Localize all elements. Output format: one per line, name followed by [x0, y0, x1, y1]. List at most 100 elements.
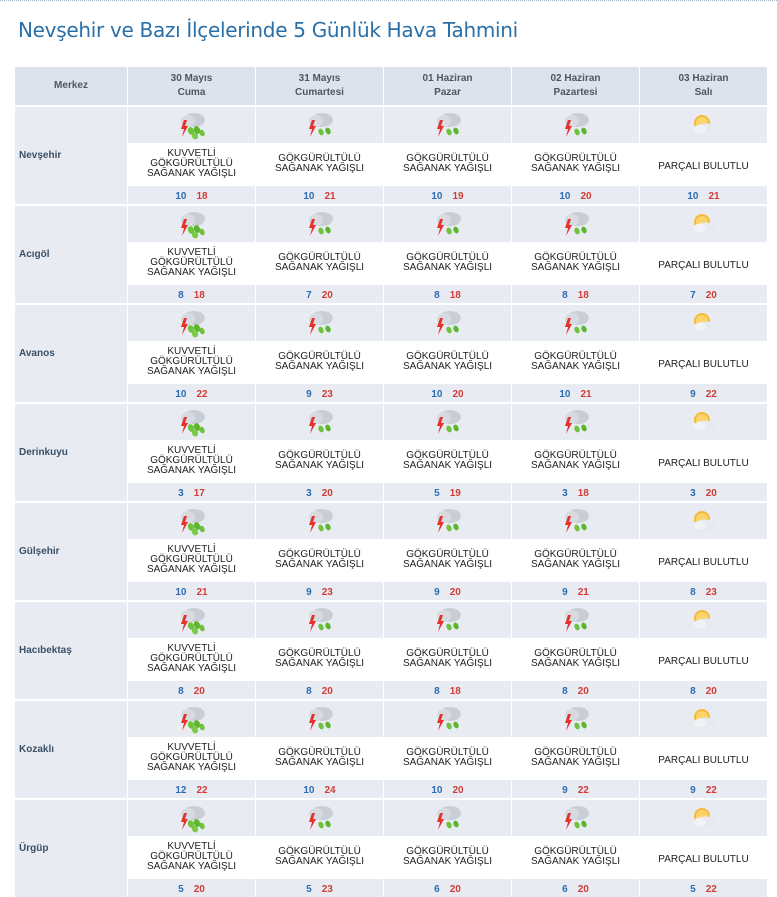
temp-min: 6	[434, 884, 440, 895]
forecast-description: GÖKGÜRÜLTÜLÜ SAĞANAK YAĞIŞLI	[274, 350, 365, 372]
forecast-desc-cell: GÖKGÜRÜLTÜLÜ SAĞANAK YAĞIŞLI	[511, 242, 640, 285]
temp-max: 18	[196, 191, 208, 202]
forecast-desc-cell: KUVVETLİ GÖKGÜRÜLTÜLÜ SAĞANAK YAĞIŞLI	[127, 836, 256, 879]
partly-cloudy-icon	[693, 115, 717, 135]
forecast-temp-cell: 8 20	[511, 681, 640, 700]
day-date: 02 Haziran	[550, 73, 601, 84]
forecast-description: KUVVETLİ GÖKGÜRÜLTÜLÜ SAĞANAK YAĞIŞLI	[146, 147, 237, 179]
temp-min: 12	[175, 785, 187, 796]
forecast-temp-cell: 3 18	[511, 483, 640, 502]
location-name[interactable]: Derinkuyu	[14, 402, 128, 502]
forecast-description: GÖKGÜRÜLTÜLÜ SAĞANAK YAĞIŞLI	[402, 647, 493, 669]
forecast-temp-cell: 8 20	[639, 681, 768, 700]
temp-max: 20	[452, 389, 464, 400]
forecast-icon-cell	[127, 699, 256, 737]
forecast-description: KUVVETLİ GÖKGÜRÜLTÜLÜ SAĞANAK YAĞIŞLI	[146, 741, 237, 773]
location-temp-row: 10 18 10 21 10 19 10 20 10 21	[15, 186, 768, 205]
forecast-desc-cell: GÖKGÜRÜLTÜLÜ SAĞANAK YAĞIŞLI	[511, 638, 640, 681]
forecast-icon-cell	[255, 303, 384, 341]
forecast-desc-cell: KUVVETLİ GÖKGÜRÜLTÜLÜ SAĞANAK YAĞIŞLI	[127, 539, 256, 582]
forecast-description: GÖKGÜRÜLTÜLÜ SAĞANAK YAĞIŞLI	[274, 548, 365, 570]
location-name[interactable]: Ürgüp	[14, 798, 128, 897]
forecast-icon-cell	[383, 798, 512, 836]
column-header-day: 30 Mayıs Cuma	[127, 66, 256, 107]
forecast-icon-cell	[255, 204, 384, 242]
forecast-desc-cell: GÖKGÜRÜLTÜLÜ SAĞANAK YAĞIŞLI	[511, 539, 640, 582]
location-desc-row: KUVVETLİ GÖKGÜRÜLTÜLÜ SAĞANAK YAĞIŞLI GÖK…	[15, 143, 768, 186]
temp-max: 20	[580, 191, 592, 202]
temp-min: 6	[562, 884, 568, 895]
forecast-temp-cell: 3 17	[127, 483, 256, 502]
forecast-description: KUVVETLİ GÖKGÜRÜLTÜLÜ SAĞANAK YAĞIŞLI	[146, 444, 237, 476]
thunderstorm-rain-icon	[436, 707, 461, 731]
forecast-description: GÖKGÜRÜLTÜLÜ SAĞANAK YAĞIŞLI	[274, 746, 365, 768]
temp-min: 5	[306, 884, 312, 895]
temp-min: 9	[690, 389, 696, 400]
temp-max: 20	[449, 587, 461, 598]
forecast-desc-cell: PARÇALI BULUTLU	[639, 638, 768, 681]
location-name[interactable]: Nevşehir	[14, 105, 128, 205]
forecast-temp-cell: 9 22	[639, 384, 768, 403]
forecast-temp-cell: 10 21	[511, 384, 640, 403]
location-name[interactable]: Hacıbektaş	[14, 600, 128, 700]
location-desc-row: KUVVETLİ GÖKGÜRÜLTÜLÜ SAĞANAK YAĞIŞLI GÖK…	[15, 539, 768, 582]
forecast-temp-cell: 6 20	[511, 879, 640, 897]
forecast-temp-cell: 8 18	[127, 285, 256, 304]
forecast-temp-cell: 6 20	[383, 879, 512, 897]
temp-min: 3	[562, 488, 568, 499]
forecast-body: Nevşehir KUVVETLİ GÖKGÜRÜLTÜLÜ SAĞAN	[14, 105, 768, 897]
day-weekday: Salı	[694, 87, 713, 98]
temp-min: 8	[690, 686, 696, 697]
location-icon-row: Nevşehir	[14, 105, 768, 205]
temp-min: 10	[687, 191, 699, 202]
forecast-icon-cell	[255, 402, 384, 440]
day-date: 03 Haziran	[678, 73, 729, 84]
partly-cloudy-icon	[693, 610, 717, 630]
temp-max: 24	[324, 785, 336, 796]
temp-min: 10	[559, 191, 571, 202]
thunderstorm-rain-icon	[436, 311, 461, 335]
forecast-description: GÖKGÜRÜLTÜLÜ SAĞANAK YAĞIŞLI	[274, 845, 365, 867]
forecast-description: PARÇALI BULUTLU	[658, 259, 749, 271]
thunderstorm-rain-icon	[436, 608, 461, 632]
temp-min: 10	[303, 785, 315, 796]
location-icon-row: Gülşehir	[14, 501, 768, 601]
forecast-temp-cell: 9 23	[255, 582, 384, 601]
column-header-day: 02 Haziran Pazartesi	[511, 66, 640, 107]
forecast-temp-cell: 8 20	[255, 681, 384, 700]
thunderstorm-rain-icon	[564, 806, 589, 830]
temp-min: 9	[306, 587, 312, 598]
forecast-temp-cell: 12 22	[127, 780, 256, 799]
forecast-icon-cell	[255, 105, 384, 143]
temp-min: 5	[178, 884, 184, 895]
forecast-icon-cell	[639, 798, 768, 836]
forecast-temp-cell: 8 18	[383, 681, 512, 700]
temp-max: 20	[452, 785, 464, 796]
location-icon-row: Hacıbektaş	[14, 600, 768, 700]
temp-min: 9	[690, 785, 696, 796]
location-temp-row: 8 20 8 20 8 18 8 20 8 20	[15, 681, 768, 700]
forecast-desc-cell: GÖKGÜRÜLTÜLÜ SAĞANAK YAĞIŞLI	[255, 440, 384, 483]
forecast-description: GÖKGÜRÜLTÜLÜ SAĞANAK YAĞIŞLI	[530, 845, 621, 867]
location-name[interactable]: Gülşehir	[14, 501, 128, 601]
forecast-desc-cell: PARÇALI BULUTLU	[639, 836, 768, 879]
forecast-temp-cell: 9 23	[255, 384, 384, 403]
temp-max: 22	[705, 884, 717, 895]
heavy-thunderstorm-rain-icon	[180, 707, 205, 734]
forecast-description: PARÇALI BULUTLU	[658, 655, 749, 667]
forecast-description: KUVVETLİ GÖKGÜRÜLTÜLÜ SAĞANAK YAĞIŞLI	[146, 543, 237, 575]
location-temp-row: 5 20 5 23 6 20 6 20 5 22	[15, 879, 768, 897]
temp-min: 8	[690, 587, 696, 598]
temp-max: 23	[705, 587, 717, 598]
heavy-thunderstorm-rain-icon	[180, 509, 205, 536]
location-name[interactable]: Kozaklı	[14, 699, 128, 799]
temp-min: 7	[690, 290, 696, 301]
temp-max: 20	[193, 686, 205, 697]
forecast-description: KUVVETLİ GÖKGÜRÜLTÜLÜ SAĞANAK YAĞIŞLI	[146, 246, 237, 278]
thunderstorm-rain-icon	[436, 410, 461, 434]
location-desc-row: KUVVETLİ GÖKGÜRÜLTÜLÜ SAĞANAK YAĞIŞLI GÖK…	[15, 638, 768, 681]
partly-cloudy-icon	[693, 214, 717, 234]
temp-min: 8	[306, 686, 312, 697]
location-name[interactable]: Avanos	[14, 303, 128, 403]
location-name[interactable]: Acıgöl	[14, 204, 128, 304]
